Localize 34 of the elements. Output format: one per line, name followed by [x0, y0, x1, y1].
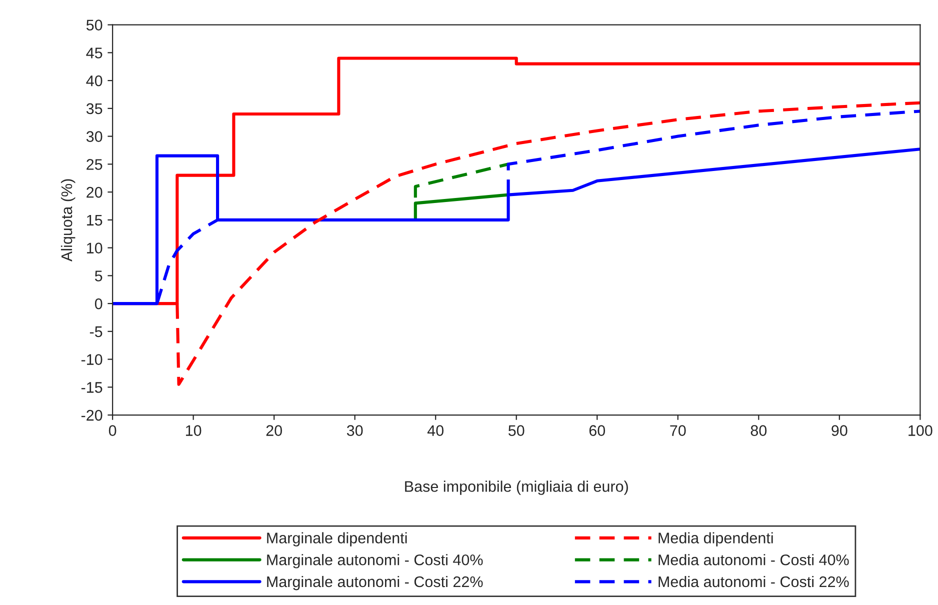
x-tick-label: 40 [427, 425, 444, 436]
x-tick-label: 10 [186, 425, 202, 436]
y-tick-label: 40 [86, 75, 102, 86]
x-tick-label: 70 [670, 425, 686, 436]
x-tick-label: 20 [266, 425, 282, 436]
y-tick-label: 10 [87, 242, 102, 254]
y-tick-label: -20 [81, 410, 102, 421]
y-tick-label: 30 [86, 131, 102, 142]
y-tick-label: 0 [94, 298, 102, 310]
legend-label: Marginale autonomi - Costi 40% [267, 554, 483, 568]
y-tick-label: 25 [86, 159, 102, 170]
x-axis-title: Base imponibile (migliaia di euro) [405, 480, 628, 495]
x-tick-label: 30 [346, 425, 363, 436]
y-axis-title: Aliquota (%) [60, 179, 76, 262]
y-tick-label: 35 [86, 103, 102, 114]
y-tick-label: 45 [86, 48, 102, 58]
y-tick-label: -15 [81, 382, 102, 393]
legend-label: Media dipendenti [658, 532, 773, 546]
x-tick-label: 80 [750, 425, 767, 436]
legend-label: Media autonomi - Costi 40% [658, 554, 849, 566]
y-tick-label: 20 [86, 186, 102, 198]
y-tick-label: 50 [86, 20, 102, 30]
x-tick-label: 100 [908, 425, 932, 436]
y-tick-label: 5 [94, 270, 102, 282]
y-tick-label: -5 [90, 326, 102, 338]
legend-label: Marginale autonomi - Costi 22% [267, 576, 483, 590]
x-tick-label: 90 [832, 425, 848, 436]
y-tick-label: 15 [87, 214, 102, 226]
legend-label: Marginale dipendenti [267, 532, 407, 546]
y-tick-label: -10 [81, 354, 102, 365]
legend-label: Media autonomi - Costi 22% [658, 576, 849, 588]
x-tick-label: 0 [108, 425, 116, 436]
x-tick-label: 50 [508, 425, 524, 436]
x-tick-label: 60 [589, 425, 606, 436]
